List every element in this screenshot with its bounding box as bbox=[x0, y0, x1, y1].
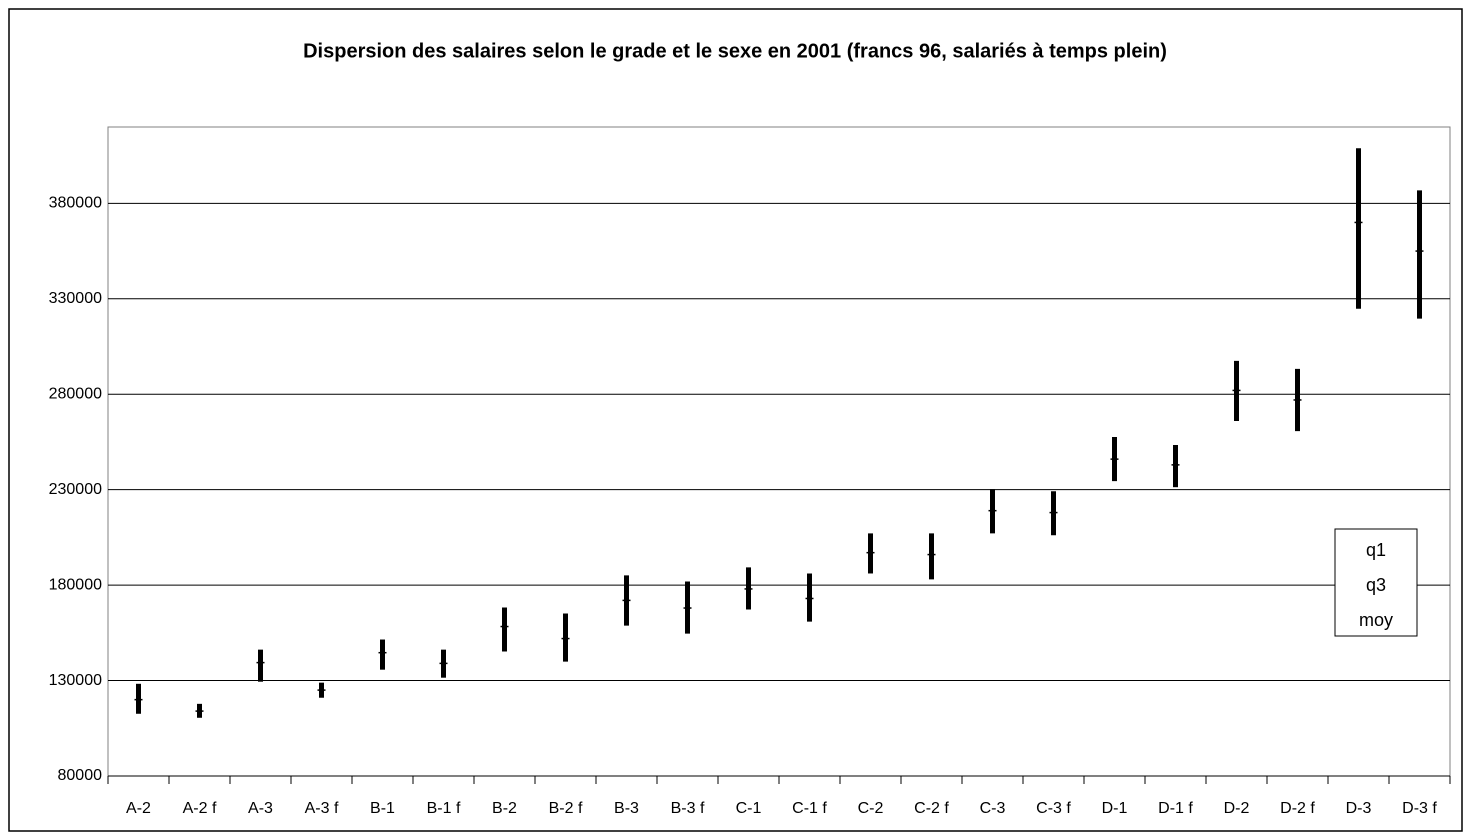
y-tick-label: 330000 bbox=[49, 290, 102, 307]
x-tick-label: B-1 f bbox=[427, 800, 461, 817]
x-tick-label: D-3 f bbox=[1402, 800, 1437, 817]
y-tick-label: 380000 bbox=[49, 195, 102, 212]
x-tick-label: D-1 f bbox=[1158, 800, 1193, 817]
x-tick-label: A-2 f bbox=[183, 800, 217, 817]
x-tick-label: A-2 bbox=[126, 800, 151, 817]
legend-box bbox=[1334, 528, 1418, 637]
chart-title: Dispersion des salaires selon le grade e… bbox=[303, 40, 1167, 62]
x-tick-label: D-1 bbox=[1102, 800, 1128, 817]
x-tick-label: B-2 f bbox=[549, 800, 583, 817]
x-tick-label: C-2 f bbox=[914, 800, 949, 817]
x-tick-label: A-3 bbox=[248, 800, 273, 817]
x-tick-label: A-3 f bbox=[305, 800, 339, 817]
legend-label: moy bbox=[1359, 610, 1393, 630]
legend: q1 q3 moy bbox=[1334, 528, 1418, 637]
x-tick-label: C-1 f bbox=[792, 800, 827, 817]
x-tick-label: D-2 f bbox=[1280, 800, 1315, 817]
x-tick-label: B-1 bbox=[370, 800, 395, 817]
x-tick-label: D-2 bbox=[1224, 800, 1250, 817]
x-tick-label: C-1 bbox=[736, 800, 762, 817]
x-tick-label: C-2 bbox=[858, 800, 884, 817]
x-tick-label: C-3 f bbox=[1036, 800, 1071, 817]
y-tick-label: 130000 bbox=[49, 672, 102, 689]
y-tick-label: 180000 bbox=[49, 576, 102, 593]
x-tick-label: C-3 bbox=[980, 800, 1006, 817]
legend-label: q1 bbox=[1366, 540, 1386, 560]
x-tick-label: B-3 bbox=[614, 800, 639, 817]
y-tick-label: 280000 bbox=[49, 385, 102, 402]
legend-label: q3 bbox=[1366, 575, 1386, 595]
y-tick-label: 230000 bbox=[49, 481, 102, 498]
chart-frame bbox=[8, 8, 1463, 832]
y-tick-label: 80000 bbox=[58, 767, 103, 784]
x-tick-label: B-3 f bbox=[671, 800, 705, 817]
x-tick-label: D-3 bbox=[1346, 800, 1372, 817]
x-tick-label: B-2 bbox=[492, 800, 517, 817]
